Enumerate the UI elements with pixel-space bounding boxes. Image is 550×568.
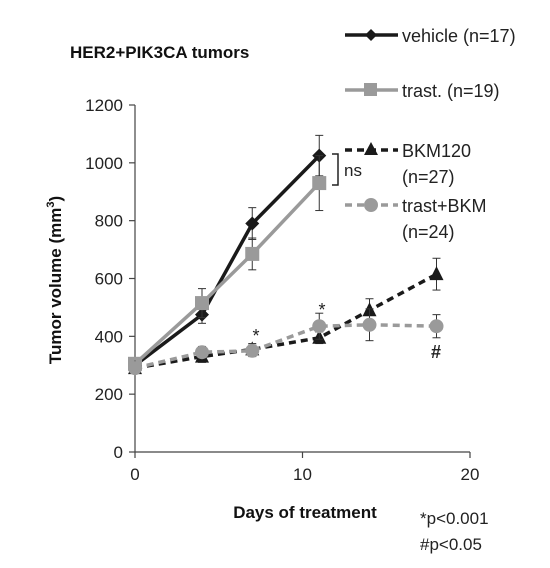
y-tick-label: 200: [95, 385, 123, 404]
data-point-vehicle: [245, 216, 260, 231]
significance-star-day11: *: [318, 300, 325, 320]
y-axis-label-close: ): [46, 196, 65, 202]
x-tick-label: 20: [461, 465, 480, 484]
series-vehicle: [128, 134, 327, 373]
y-tick-label: 800: [95, 212, 123, 231]
y-axis-label-sup: 3: [45, 202, 57, 208]
ns-bracket-line: [332, 153, 339, 186]
chart-title: HER2+PIK3CA tumors: [70, 43, 249, 62]
series-trastbkm: [128, 308, 444, 376]
legend-item-vehicle: vehicle (n=17): [345, 26, 516, 46]
data-point-trastbkm: [429, 319, 444, 334]
y-tick-label: 600: [95, 270, 123, 289]
footnote-star: *p<0.001: [420, 509, 489, 528]
y-axis-label-main: Tumor volume (mm: [46, 208, 65, 364]
series-line-bkm120: [134, 272, 438, 370]
data-point-trast: [195, 296, 209, 311]
legend-label-trast: trast. (n=19): [402, 81, 500, 101]
legend-item-trastbkm: trast+BKM (n=24): [345, 196, 487, 242]
legend-marker-trastbkm: [364, 198, 378, 212]
legend-label-trastbkm-line2: (n=24): [402, 222, 455, 242]
x-tick-label: 10: [293, 465, 312, 484]
series-line-vehicle: [133, 154, 321, 367]
x-axis: 0 10 20: [130, 451, 480, 484]
data-point-trast: [312, 176, 327, 191]
y-axis: 0 200 400 600 800 1000 1200: [85, 96, 136, 462]
ns-bracket: ns: [332, 153, 362, 186]
legend-label-bkm120-line2: (n=27): [402, 167, 455, 187]
legend-label-bkm120-line1: BKM120: [402, 141, 471, 161]
x-tick-label: 0: [130, 465, 139, 484]
significance-hash-day18: #: [431, 342, 441, 362]
legend-item-bkm120: BKM120 (n=27): [345, 141, 471, 187]
legend-label-trastbkm-line1: trast+BKM: [402, 196, 487, 216]
data-point-trast: [245, 246, 260, 261]
data-point-trastbkm: [312, 319, 327, 334]
y-tick-label: 400: [95, 327, 123, 346]
data-point-bkm120: [429, 266, 444, 281]
legend-marker-vehicle: [365, 29, 377, 41]
ns-label: ns: [344, 161, 362, 180]
y-tick-label: 1200: [85, 96, 123, 115]
series-line-trast: [133, 181, 321, 366]
legend: vehicle (n=17) trast. (n=19) BKM120 (n=2…: [345, 26, 516, 242]
series-trast: [128, 155, 327, 371]
data-point-trastbkm: [362, 317, 377, 332]
significance-star-day7: *: [252, 326, 259, 346]
y-tick-label: 0: [114, 443, 123, 462]
y-tick-label: 1000: [85, 154, 123, 173]
y-axis-label: Tumor volume (mm3): [45, 196, 65, 364]
footnote-hash: #p<0.05: [420, 535, 482, 554]
legend-marker-trast: [364, 83, 377, 96]
data-point-trastbkm: [128, 361, 142, 376]
legend-marker-bkm120: [364, 142, 378, 155]
legend-label-vehicle: vehicle (n=17): [402, 26, 516, 46]
data-point-trastbkm: [245, 343, 260, 358]
legend-item-trast: trast. (n=19): [345, 81, 500, 101]
x-axis-label: Days of treatment: [233, 503, 377, 522]
data-point-trastbkm: [195, 345, 209, 360]
plot-area: [128, 134, 444, 376]
